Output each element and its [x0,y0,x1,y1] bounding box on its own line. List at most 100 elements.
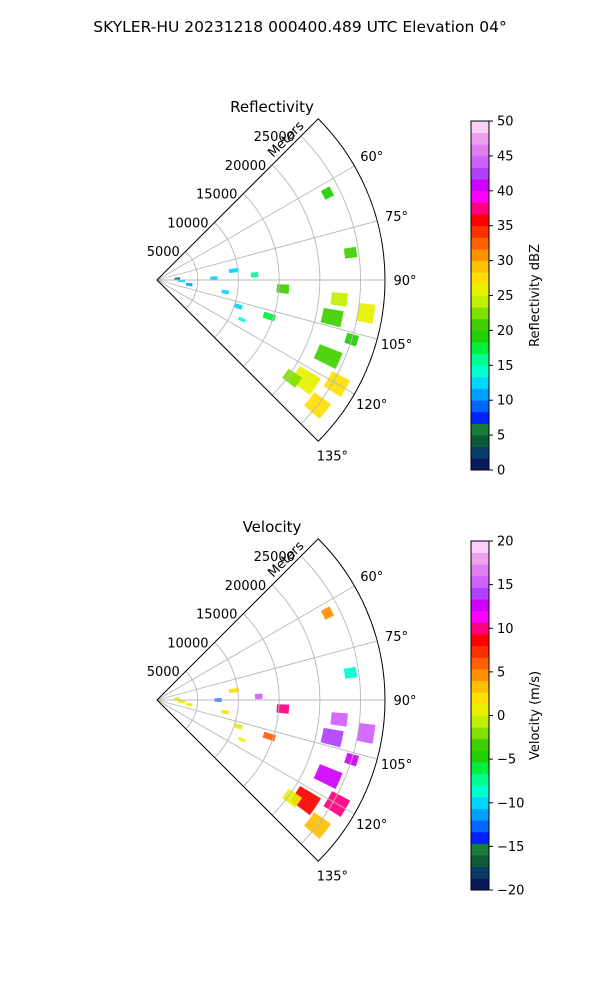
colorbar: 0 5 10 15 20 25 30 35 40 45 50 Reflectivity dBZ [470,115,543,479]
colorbar-swatch [471,727,489,740]
data-cell [313,344,343,370]
colorbar-swatch [471,750,489,763]
azimuth-tick-label: 60° [360,570,383,585]
range-tick-label: 25000 [254,550,295,565]
sector-outline [156,118,386,442]
colorbar-swatch [471,318,489,331]
colorbar-swatch [471,353,489,366]
colorbar-swatch [471,202,489,215]
range-tick-label: 15000 [196,608,237,623]
azimuth-tick-label: 90° [393,694,416,709]
colorbar-tick-label: 5 [497,665,505,680]
range-tick-label: 5000 [147,665,180,680]
colorbar-swatch [471,272,489,285]
data-cell [237,316,246,323]
colorbar-swatch [471,400,489,413]
data-cell [221,289,230,295]
range-tick-label: 25000 [254,130,295,145]
azimuth-tick-label: 75° [385,630,408,645]
colorbar-swatch [471,552,489,565]
colorbar-swatch [471,773,489,786]
colorbar-swatch [471,785,489,798]
azimuth-spoke [156,699,355,815]
colorbar-swatch [471,541,489,554]
colorbar-tick-label: 20 [497,324,514,339]
data-cell [356,303,376,324]
colorbar-swatch [471,680,489,693]
colorbar-swatch [471,575,489,588]
colorbar-tick-label: 0 [497,709,505,724]
data-cell [250,272,259,278]
colorbar-swatch [471,657,489,670]
colorbar-swatch [471,634,489,647]
colorbar-swatch [471,237,489,250]
colorbar-swatch [471,458,489,471]
figure-title: SKYLER-HU 20231218 000400.489 UTC Elevat… [93,18,507,36]
azimuth-tick-label: 105° [381,758,412,773]
azimuth-tick-label: 90° [393,274,416,289]
range-tick-label: 20000 [225,579,266,594]
data-cell [262,311,277,322]
colorbar-swatch [471,155,489,168]
data-cell [320,727,344,748]
range-tick-label: 10000 [167,636,208,651]
data-cell [320,186,335,200]
data-cell [343,246,358,259]
range-tick-label: 5000 [147,245,180,260]
panel-title: Reflectivity [230,98,314,116]
data-cell [356,723,376,744]
colorbar-tick-label: 15 [497,359,514,374]
data-cell [228,687,239,694]
colorbar-tick-label: 45 [497,149,514,164]
sector-frame [156,118,386,442]
colorbar-swatch [471,365,489,378]
colorbar-swatch [471,622,489,635]
colorbar-label: Reflectivity dBZ [528,244,543,347]
azimuth-spoke [156,279,355,395]
sector-outline [156,538,386,862]
data-cell [174,277,181,280]
azimuth-spoke [156,220,378,281]
colorbar-swatch [471,330,489,343]
data-cell [185,282,193,287]
data-cell [177,700,186,704]
colorbar-swatch [471,388,489,401]
colorbar-swatch [471,866,489,879]
colorbar-swatch [471,411,489,424]
data-cell [276,284,290,294]
colorbar-swatch [471,610,489,623]
colorbar-tick-label: 20 [497,535,514,550]
azimuth-tick-label: 75° [385,210,408,225]
colorbar-tick-label: 35 [497,219,514,234]
azimuth-tick-label: 120° [356,818,387,833]
data-cell [254,693,263,700]
data-cell [185,702,193,707]
colorbar-swatch [471,167,489,180]
colorbar-swatch [471,855,489,868]
data-cell [313,764,343,790]
azimuth-spoke [156,279,378,340]
colorbar-swatch [471,225,489,238]
data-cell [290,785,322,816]
colorbar-swatch [471,307,489,320]
colorbar-swatch [471,295,489,308]
colorbar-swatch [471,446,489,459]
data-cell [233,723,243,730]
range-tick-label: 10000 [167,216,208,231]
data-cell [320,606,335,620]
data-cell [282,368,303,388]
azimuth-spoke [156,640,378,701]
data-cell [282,788,303,808]
data-cell [343,666,358,679]
azimuth-tick-label: 135° [317,869,348,884]
colorbar-tick-label: 30 [497,254,514,269]
colorbar-label: Velocity (m/s) [528,671,543,760]
sector-frame [156,538,386,862]
colorbar-swatch [471,283,489,296]
colorbar-swatch [471,342,489,355]
data-cell [320,307,344,328]
colorbar-swatch [471,703,489,716]
data-cell [233,303,243,310]
